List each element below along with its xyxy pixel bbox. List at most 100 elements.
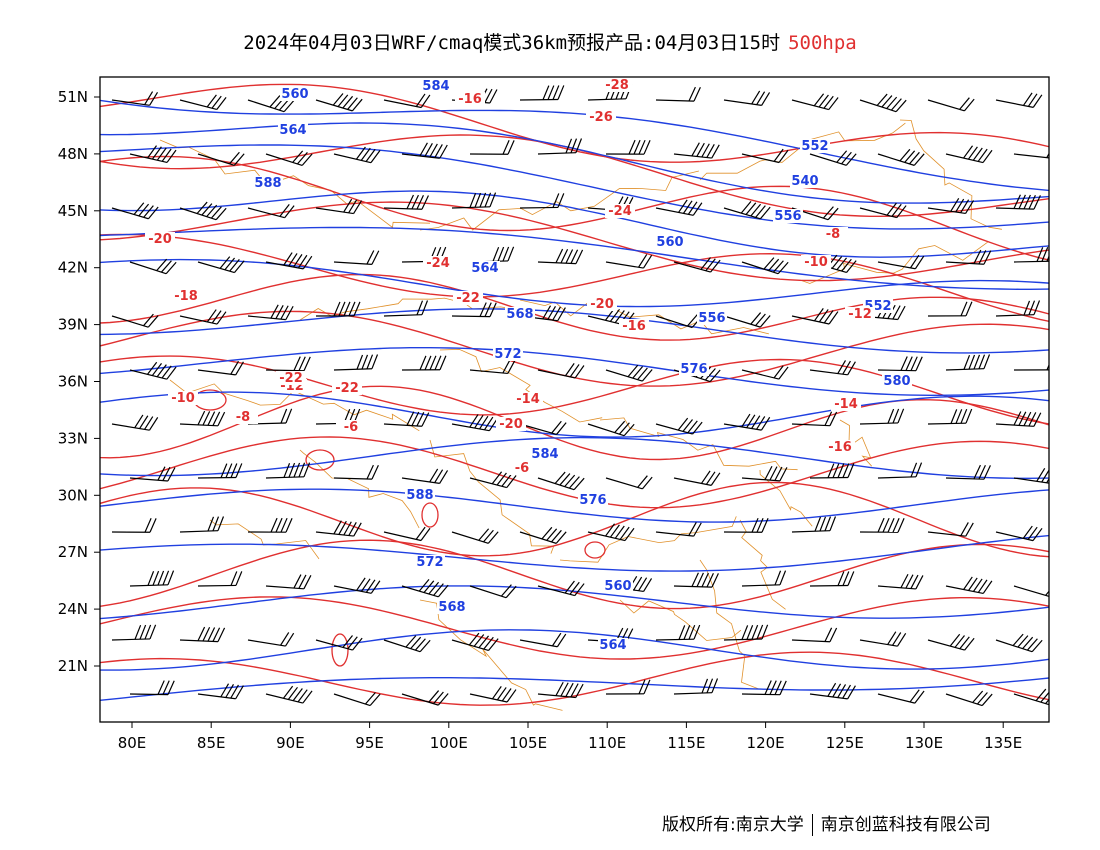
wind-barb-staff [519,206,559,209]
temperature-label: -20 [499,417,523,432]
wind-barb-feather [614,420,626,434]
wind-barb-feather [147,145,157,159]
wind-barb [537,580,585,597]
wind-barb-feather [496,472,507,486]
wind-barb-staff [333,153,372,164]
wind-barb-feather [568,476,580,489]
wind-barb [111,202,159,220]
wind-barb-feather [489,89,498,104]
wind-barb-feather [502,246,510,262]
wind-barb-staff [655,423,693,435]
border-line [419,170,699,231]
wind-barb-feather [489,192,497,208]
wind-barb [129,145,177,164]
lon-tick-label: 105E [509,734,547,752]
temperature-closed-contour [584,541,606,559]
wind-barb-feather [338,301,346,317]
wind-barb-feather [575,249,584,264]
wind-barb [333,577,381,594]
wind-barb-feather [628,139,636,155]
wind-barb-feather [429,468,439,483]
wind-barb-feather [235,463,243,478]
wind-barb-feather [333,520,342,535]
wind-barb-staff [383,207,422,210]
wind-barb-feather [507,246,515,262]
wind-barb-feather [207,516,215,532]
wind-barb [945,464,991,480]
wind-barb-staff [537,477,575,491]
wind-barb-feather [845,153,857,166]
wind-barb-feather [1018,194,1026,209]
wind-barb-feather [759,206,771,220]
wind-barb-staff [791,423,830,427]
wind-barb-feather [824,411,833,426]
wind-barb [791,93,839,111]
wind-barb-feather [683,625,691,640]
wind-barb-feather [842,463,850,478]
wind-barb-feather [897,518,905,533]
wind-barb-staff [995,531,1034,542]
wind-barb-feather [774,466,783,481]
wind-barb [673,142,720,159]
label-background [602,78,632,92]
wind-barb-staff [655,207,694,216]
wind-barb-feather [687,201,698,215]
wind-barb-staff [995,99,1034,108]
wind-barb-feather [963,98,975,112]
wind-barb-feather [813,93,825,107]
wind-barb-feather [900,356,908,371]
wind-barb-feather [813,308,824,322]
wind-barb [111,518,157,533]
wind-barb-feather [469,193,477,208]
wind-barb-feather [909,254,920,269]
label-background [655,235,685,249]
wind-barb-feather [496,687,507,701]
wind-barb-feather [410,636,422,650]
wind-barb-feather [756,91,766,106]
wind-barb-feather [890,98,902,111]
wind-barb-feather [842,360,851,375]
wind-barb-feather [1052,144,1059,159]
geopotential-contours [100,99,1049,702]
wind-barb-feather [973,249,982,264]
wind-barb-feather [963,145,974,159]
wind-barb-feather [287,686,298,700]
wind-barb [791,308,839,325]
wind-barb-feather [570,249,579,264]
wind-barb-feather [778,366,789,380]
wind-barb [197,571,243,587]
wind-barb-feather [900,573,909,589]
wind-barb-feather [547,306,556,320]
wind-barb-feather [201,203,213,216]
wind-barb-feather [437,584,449,598]
wind-barb-feather [297,151,308,165]
wind-barb [877,148,925,166]
lon-tick-label: 125E [826,734,864,752]
wind-barb [451,632,499,652]
label-background [773,209,803,223]
geopotential-label: 564 [599,638,626,653]
wind-barb-feather [905,574,914,589]
geopotential-label: 588 [254,176,281,191]
wind-barb-feather [156,258,168,272]
wind-barb-feather [1033,412,1042,427]
wind-barb [469,471,517,489]
wind-barb-feather [500,584,512,597]
wind-barb-feather [1032,527,1043,541]
wind-barb [723,201,771,220]
wind-barb-feather [692,421,703,435]
wind-barb-staff [587,98,626,101]
wind-barb [673,257,721,273]
wind-barb-feather [343,198,353,213]
wind-barb [791,516,837,533]
wind-barb-feather [847,463,855,478]
wind-barb-feather [234,260,245,273]
wind-barb-feather [167,680,175,695]
wind-barb [809,463,855,479]
wind-barb-feather [230,360,239,375]
wind-barb-feather [614,310,625,324]
wind-barb-feather [144,416,154,430]
wind-barb-feather [156,147,167,161]
wind-barb-feather [910,356,918,371]
wind-barb-staff [673,585,713,588]
